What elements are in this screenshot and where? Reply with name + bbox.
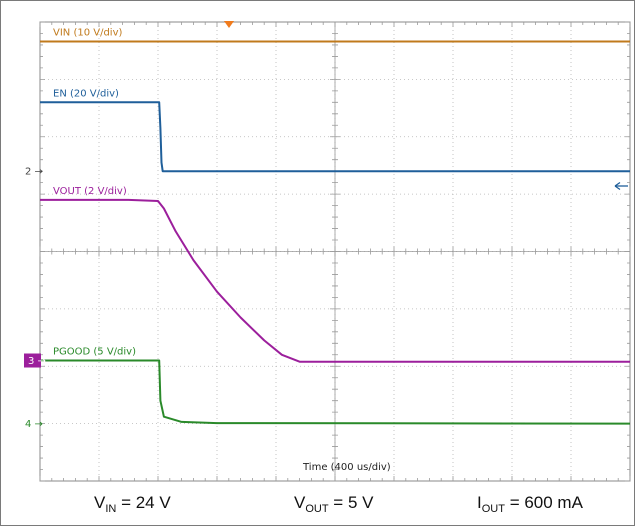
trace-vout (40, 198, 630, 363)
channel-marker-4: 4 → (25, 419, 43, 430)
trace-labels: VIN (10 V/div) EN (20 V/div) VOUT (2 V/div… (53, 28, 136, 358)
grid (39, 21, 631, 482)
trace-label-en: EN (20 V/div) (53, 88, 119, 99)
traces (40, 40, 631, 425)
trace-label-vin: VIN (10 V/div) (53, 28, 123, 39)
channel-marker-2: 2 → (25, 167, 43, 178)
trigger-marker-icon (224, 21, 234, 28)
channel-markers: 2 → 3 → 4 → (24, 167, 46, 430)
trigger-level-arrow-icon (614, 181, 628, 191)
trace-en (40, 101, 630, 173)
channel-marker-3: 3 → (28, 356, 46, 367)
trace-pgood (40, 359, 631, 425)
oscilloscope-plot: VIN (10 V/div) EN (20 V/div) VOUT (2 V/div… (24, 21, 631, 482)
channel-marker-box (24, 353, 41, 368)
x-axis-label: Time (400 us/div) (302, 462, 391, 473)
grid-minor-ticks (39, 21, 631, 482)
trace-label-vout: VOUT (2 V/div) (53, 186, 127, 197)
caption-vout: VOUT = 5 V (294, 493, 374, 515)
caption-vin: VIN = 24 V (94, 493, 171, 515)
caption-iout: IOUT = 600 mA (477, 493, 583, 515)
trace-label-pgood: PGOOD (5 V/div) (53, 347, 136, 358)
